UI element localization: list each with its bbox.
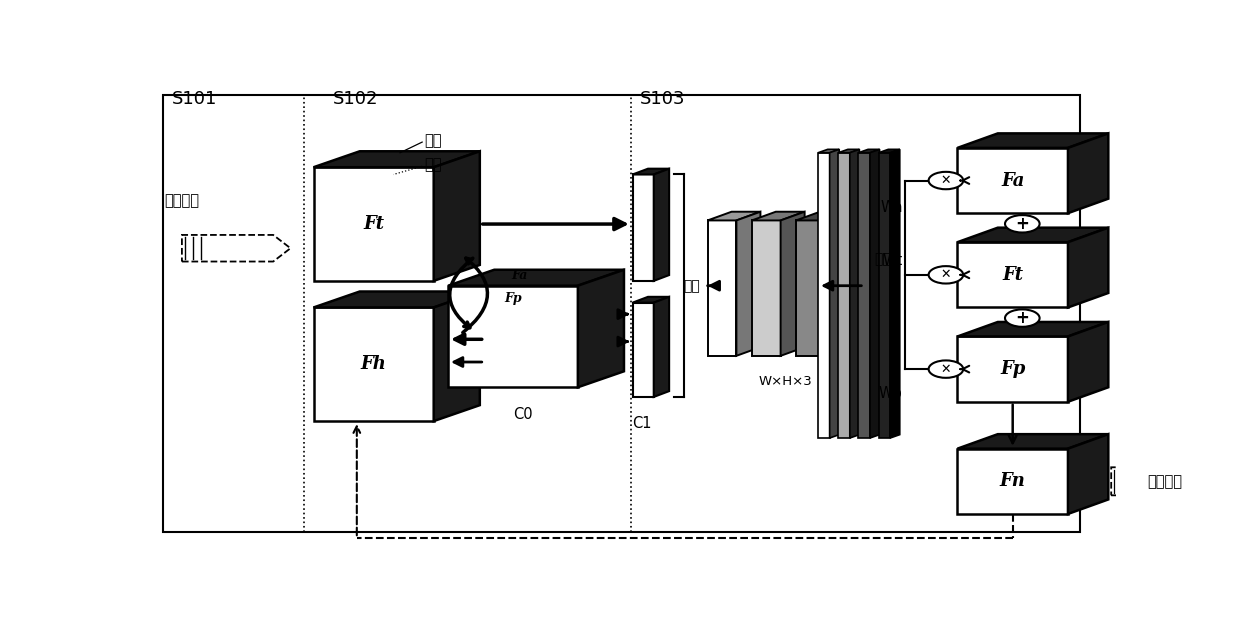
Polygon shape xyxy=(781,212,805,356)
Text: Fn: Fn xyxy=(999,472,1025,490)
Text: Fp: Fp xyxy=(505,291,522,305)
Text: +: + xyxy=(1016,215,1029,233)
Polygon shape xyxy=(838,149,859,153)
Text: S102: S102 xyxy=(332,90,378,108)
Polygon shape xyxy=(1068,228,1109,308)
Text: Fh: Fh xyxy=(361,355,387,373)
Polygon shape xyxy=(737,212,760,356)
Polygon shape xyxy=(879,149,900,153)
Polygon shape xyxy=(578,270,624,387)
Polygon shape xyxy=(890,149,900,438)
Polygon shape xyxy=(434,291,480,421)
Polygon shape xyxy=(879,153,890,438)
Text: 特征提取: 特征提取 xyxy=(165,193,200,208)
Circle shape xyxy=(929,172,963,189)
Text: Fa: Fa xyxy=(511,269,528,282)
Text: C0: C0 xyxy=(513,406,532,421)
Polygon shape xyxy=(957,448,1068,514)
Polygon shape xyxy=(957,322,1109,337)
Polygon shape xyxy=(434,151,480,281)
Circle shape xyxy=(929,266,963,283)
Polygon shape xyxy=(858,149,879,153)
Polygon shape xyxy=(632,175,653,281)
Text: Fp: Fp xyxy=(999,360,1025,378)
Circle shape xyxy=(1004,310,1039,327)
Polygon shape xyxy=(870,149,879,438)
Text: Wp: Wp xyxy=(879,386,903,401)
Polygon shape xyxy=(796,212,849,220)
Polygon shape xyxy=(825,212,849,356)
Polygon shape xyxy=(314,167,434,281)
Polygon shape xyxy=(632,303,653,397)
Polygon shape xyxy=(314,291,480,308)
Polygon shape xyxy=(751,220,781,356)
Polygon shape xyxy=(653,297,670,397)
Text: 后续处理: 后续处理 xyxy=(1148,474,1183,489)
Text: W×H×3: W×H×3 xyxy=(759,375,812,388)
Text: 拼接: 拼接 xyxy=(683,279,701,293)
Polygon shape xyxy=(1068,133,1109,213)
Text: Ft: Ft xyxy=(1002,266,1023,284)
Polygon shape xyxy=(653,169,670,281)
Polygon shape xyxy=(849,149,859,438)
Text: +: + xyxy=(1016,309,1029,327)
Text: Ft: Ft xyxy=(363,215,384,233)
Text: Wa: Wa xyxy=(880,200,903,215)
Polygon shape xyxy=(818,153,830,438)
Polygon shape xyxy=(830,149,839,438)
Polygon shape xyxy=(632,169,670,175)
Text: ✕: ✕ xyxy=(941,362,951,376)
Circle shape xyxy=(929,360,963,378)
Polygon shape xyxy=(957,228,1109,242)
Polygon shape xyxy=(448,270,624,286)
Text: ✕: ✕ xyxy=(941,268,951,281)
Polygon shape xyxy=(858,153,870,438)
Polygon shape xyxy=(957,148,1068,213)
Text: ✕: ✕ xyxy=(941,174,951,187)
Polygon shape xyxy=(838,153,849,438)
Text: S101: S101 xyxy=(172,90,218,108)
Polygon shape xyxy=(957,337,1068,402)
Polygon shape xyxy=(632,297,670,303)
Polygon shape xyxy=(708,212,760,220)
Polygon shape xyxy=(796,220,825,356)
Text: 拆分: 拆分 xyxy=(874,252,890,266)
Polygon shape xyxy=(1068,434,1109,514)
Text: Wt: Wt xyxy=(883,253,903,268)
Polygon shape xyxy=(751,212,805,220)
Polygon shape xyxy=(708,220,737,356)
Polygon shape xyxy=(314,151,480,167)
Polygon shape xyxy=(957,434,1109,448)
Text: S103: S103 xyxy=(640,90,686,108)
Polygon shape xyxy=(957,242,1068,308)
Polygon shape xyxy=(314,308,434,421)
Text: 主动: 主动 xyxy=(424,158,441,172)
Circle shape xyxy=(1004,215,1039,232)
Polygon shape xyxy=(818,149,839,153)
Polygon shape xyxy=(957,133,1109,148)
Polygon shape xyxy=(1068,322,1109,402)
Polygon shape xyxy=(448,286,578,387)
Text: C1: C1 xyxy=(632,416,652,431)
Text: 被动: 被动 xyxy=(424,133,441,148)
Text: Fa: Fa xyxy=(1001,171,1024,190)
